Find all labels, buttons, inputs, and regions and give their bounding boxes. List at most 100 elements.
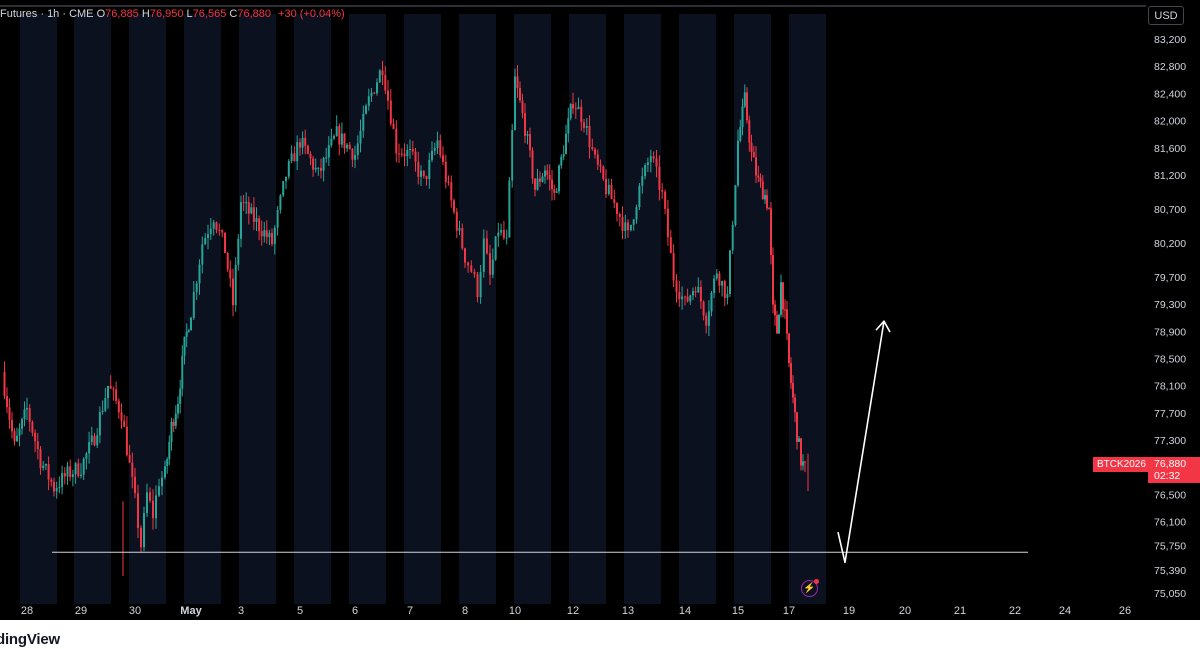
- candle-body: [400, 153, 403, 155]
- candle-body: [395, 128, 398, 154]
- session-band: [624, 14, 661, 604]
- candle-body: [428, 159, 431, 179]
- candle-body: [681, 296, 684, 300]
- session-band: [20, 14, 57, 604]
- candle-body: [502, 229, 505, 238]
- candle-body: [260, 231, 263, 237]
- candle-body: [794, 397, 796, 413]
- candle-body: [325, 157, 328, 159]
- candle-body: [629, 224, 632, 231]
- candle-body: [764, 195, 766, 200]
- candle-body: [77, 463, 80, 477]
- candle-body: [293, 153, 296, 162]
- candle-body: [61, 473, 64, 487]
- symbol-suffix[interactable]: Futures · 1h · CME: [0, 8, 94, 20]
- currency-button[interactable]: USD: [1148, 6, 1184, 25]
- candle-body: [734, 185, 737, 225]
- price-axis-label: 77,700: [1154, 408, 1186, 420]
- candle-body: [107, 385, 109, 399]
- time-axis-label: 8: [462, 605, 468, 617]
- time-axis-label: 7: [407, 605, 413, 617]
- price-axis-label: 81,600: [1154, 143, 1186, 155]
- candle-body: [713, 278, 716, 293]
- candle-body: [621, 216, 624, 231]
- candle-body: [541, 176, 544, 182]
- candle-body: [664, 191, 667, 209]
- low-value: 76,565: [192, 8, 227, 20]
- candle-body: [721, 281, 724, 286]
- price-axis-label: 79,700: [1154, 272, 1186, 284]
- time-axis: 28 29 30 May 3 5 6 7 8 10 12 13 14 15 17 19 20 21 22 24 26: [21, 605, 1131, 617]
- candle-body: [381, 70, 384, 75]
- candle-body: [804, 461, 806, 463]
- high-label: H: [141, 8, 150, 20]
- candle-body: [322, 157, 325, 171]
- candle-body: [420, 170, 422, 177]
- candle-body: [263, 230, 266, 237]
- candle-body: [365, 105, 367, 114]
- candle-body: [774, 304, 776, 316]
- time-axis-label: 13: [622, 605, 634, 617]
- session-band: [569, 14, 606, 604]
- time-axis-label: 17: [783, 605, 795, 617]
- candle-body: [599, 164, 602, 167]
- candle-body: [255, 218, 258, 222]
- candle-body: [66, 466, 69, 477]
- candle-body: [500, 229, 503, 233]
- candle-body: [252, 207, 255, 222]
- candle-body: [470, 265, 473, 272]
- candle-body: [705, 315, 708, 326]
- low-label: L: [186, 8, 193, 20]
- candle-body: [583, 122, 585, 128]
- candle-body: [707, 311, 710, 326]
- candle-body: [279, 195, 282, 211]
- candle-body: [699, 286, 702, 302]
- candle-body: [433, 148, 436, 151]
- price-axis-label: 76,100: [1154, 517, 1186, 529]
- candle-body: [287, 161, 290, 177]
- candle-body: [757, 175, 760, 178]
- candle-body: [555, 191, 558, 193]
- price-axis-label: 75,390: [1154, 565, 1186, 577]
- candle-body: [282, 181, 285, 196]
- lightning-icon[interactable]: ⚡: [801, 579, 819, 597]
- candle-body: [684, 296, 686, 298]
- candle-body: [16, 435, 18, 442]
- candle-body: [444, 161, 447, 182]
- candle-body: [88, 442, 91, 454]
- price-axis-label: 75,050: [1154, 588, 1186, 600]
- time-axis-label: 5: [297, 605, 303, 617]
- candle-body: [172, 421, 175, 426]
- candle-body: [370, 92, 373, 97]
- time-axis-label: 20: [899, 605, 911, 617]
- candle-body: [13, 431, 16, 442]
- candle-body: [508, 180, 511, 238]
- candle-body: [258, 218, 261, 232]
- price-axis-label: 82,800: [1154, 61, 1186, 73]
- candle-body: [299, 142, 301, 148]
- candle-body: [149, 492, 151, 501]
- candle-body: [780, 282, 782, 315]
- session-band: [294, 14, 331, 604]
- last-price-label: 76,880 02:32: [1148, 457, 1200, 483]
- candle-body: [692, 291, 694, 296]
- candle-body: [348, 144, 351, 150]
- candle-body: [80, 474, 82, 477]
- last-price-value: 76,880: [1154, 458, 1187, 470]
- candle-body: [161, 477, 163, 487]
- candle-body: [376, 82, 378, 94]
- candle-body: [759, 177, 762, 182]
- candle-body: [195, 283, 198, 293]
- candle-body: [398, 153, 400, 155]
- candle-body: [748, 120, 751, 143]
- projection-arrow[interactable]: [837, 320, 885, 564]
- candle-body: [137, 493, 139, 528]
- candle-body: [335, 126, 338, 137]
- candle-body: [607, 184, 610, 195]
- candle-body: [306, 145, 309, 154]
- candle-body: [750, 142, 753, 152]
- change-value: +30 (+0.04%): [278, 8, 345, 20]
- candle-body: [726, 294, 729, 298]
